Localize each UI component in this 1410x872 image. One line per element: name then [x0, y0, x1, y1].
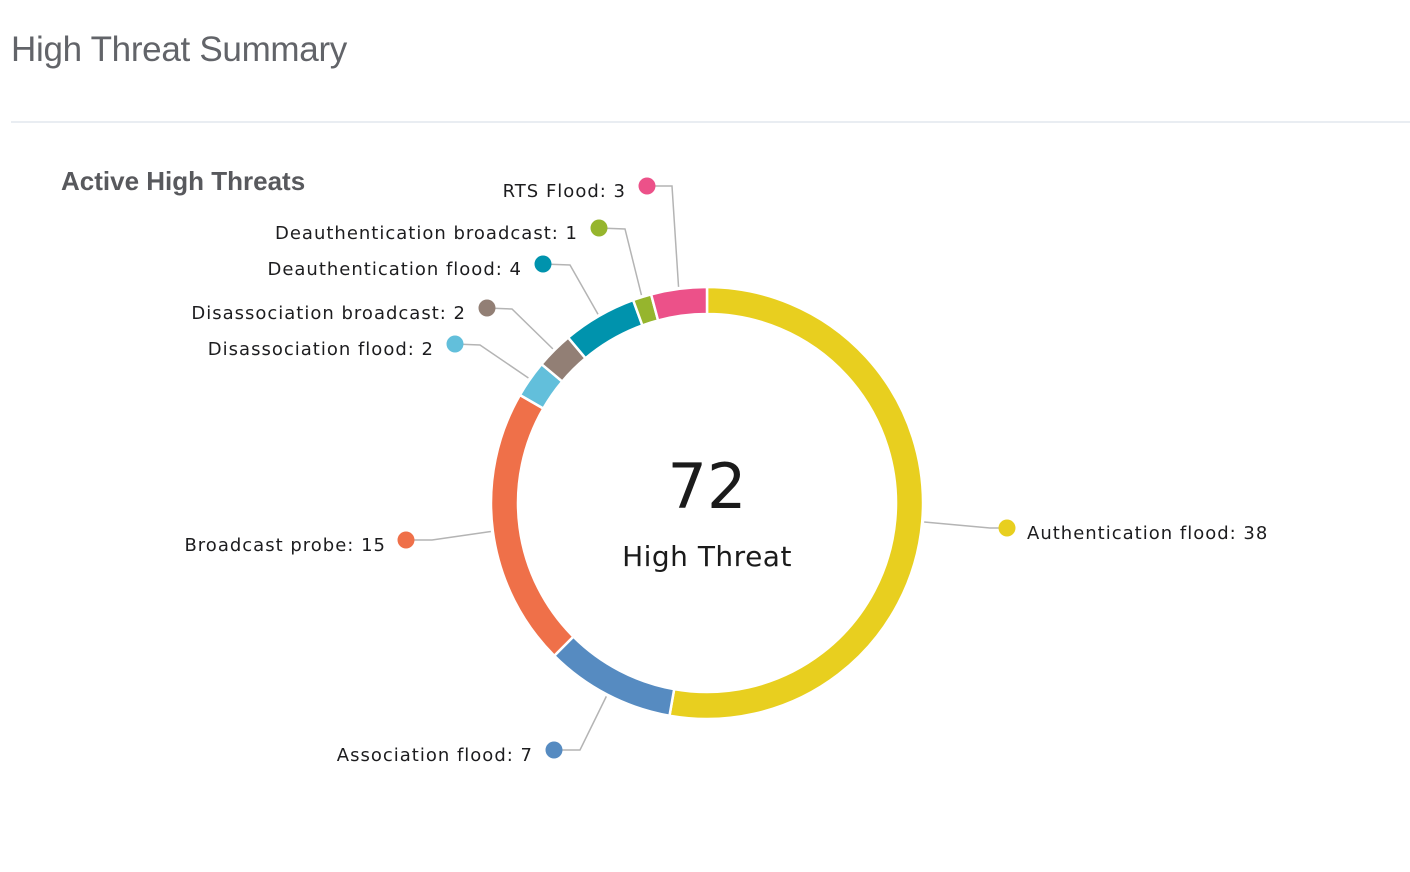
total-count: 72	[668, 450, 747, 523]
leader-line	[647, 185, 680, 287]
legend-dot-icon	[998, 519, 1016, 537]
leader-line	[406, 530, 491, 541]
card-title: Active High Threats	[61, 166, 306, 196]
leader-line	[454, 343, 529, 379]
legend-dot-icon	[545, 741, 563, 759]
legend-dot-icon	[534, 255, 552, 273]
label-association-flood: Association flood: 7	[337, 745, 533, 766]
legend-dot-icon	[397, 531, 415, 549]
legend-dot-icon	[590, 219, 608, 237]
legend-dot-icon	[478, 299, 496, 317]
segment-deauthentication-flood[interactable]	[566, 298, 644, 360]
label-deauthentication-flood: Deauthentication flood: 4	[267, 259, 522, 280]
leader-line	[486, 307, 554, 350]
page-title: High Threat Summary	[11, 30, 347, 69]
label-disassociation-flood: Disassociation flood: 2	[208, 339, 434, 360]
segment-labels: Authentication flood: 38 Association floo…	[184, 177, 1268, 766]
total-caption: High Threat	[622, 540, 792, 573]
label-authentication-flood: Authentication flood: 38	[1027, 523, 1268, 544]
label-rts-flood: RTS Flood: 3	[503, 181, 626, 202]
donut-segments	[489, 285, 925, 721]
leader-line	[924, 521, 1007, 529]
legend-dot-icon	[638, 177, 656, 195]
segment-association-flood[interactable]	[552, 634, 676, 718]
legend-dot-icon	[446, 335, 464, 353]
leader-line	[542, 263, 599, 315]
label-disassociation-broadcast: Disassociation broadcast: 2	[191, 303, 466, 324]
segment-rts-flood[interactable]	[649, 285, 709, 322]
label-broadcast-probe: Broadcast probe: 15	[184, 535, 386, 556]
leader-line	[598, 227, 643, 296]
label-deauthentication-broadcast: Deauthentication broadcast: 1	[275, 223, 578, 244]
leader-line	[554, 696, 608, 751]
header-divider	[11, 121, 1410, 123]
segment-broadcast-probe[interactable]	[489, 393, 576, 658]
